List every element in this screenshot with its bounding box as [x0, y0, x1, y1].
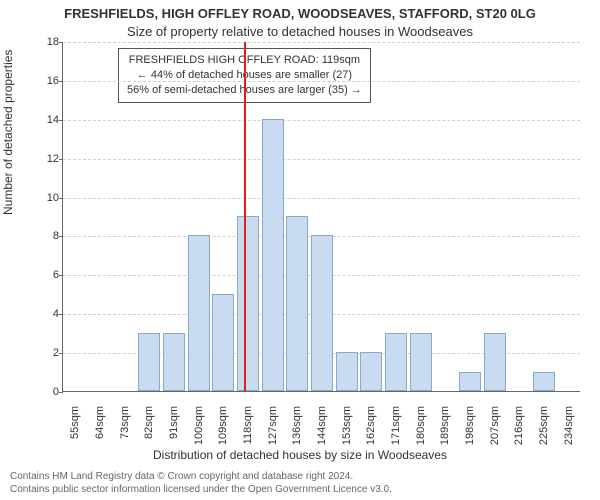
footer-line-1: Contains HM Land Registry data © Crown c…: [10, 471, 392, 484]
x-tick: 153sqm: [341, 406, 353, 445]
x-tick: 91sqm: [168, 406, 180, 439]
histogram-bar: [311, 235, 333, 391]
x-tick: 64sqm: [94, 406, 106, 439]
y-tick: 8: [31, 230, 59, 242]
gridline: [63, 198, 580, 199]
y-tick: 2: [31, 347, 59, 359]
x-tick: 171sqm: [390, 406, 402, 445]
histogram-bar: [484, 333, 506, 391]
footer-attribution: Contains HM Land Registry data © Crown c…: [10, 471, 392, 496]
gridline: [63, 81, 580, 82]
histogram-bar: [286, 216, 308, 391]
x-tick: 100sqm: [193, 406, 205, 445]
gridline: [63, 159, 580, 160]
x-tick: 127sqm: [267, 406, 279, 445]
footer-line-2: Contains public sector information licen…: [10, 484, 392, 497]
x-tick: 234sqm: [563, 406, 575, 445]
histogram-bar: [138, 333, 160, 391]
y-axis-label: Number of detached properties: [1, 50, 15, 215]
histogram-bar: [188, 235, 210, 391]
x-tick: 136sqm: [291, 406, 303, 445]
x-tick: 162sqm: [365, 406, 377, 445]
histogram-bar: [459, 372, 481, 391]
x-tick: 73sqm: [119, 406, 131, 439]
y-tick: 6: [31, 269, 59, 281]
histogram-bar: [212, 294, 234, 391]
y-tick: 18: [31, 36, 59, 48]
chart-subtitle: Size of property relative to detached ho…: [0, 24, 600, 39]
figure: FRESHFIELDS, HIGH OFFLEY ROAD, WOODSEAVE…: [0, 0, 600, 500]
x-tick: 82sqm: [143, 406, 155, 439]
x-tick: 189sqm: [439, 406, 451, 445]
gridline: [63, 120, 580, 121]
x-tick: 225sqm: [538, 406, 550, 445]
histogram-bar: [336, 352, 358, 391]
x-tick: 109sqm: [217, 406, 229, 445]
histogram-bar: [163, 333, 185, 391]
histogram-bar: [262, 119, 284, 391]
x-axis-label: Distribution of detached houses by size …: [0, 448, 600, 462]
chart-title: FRESHFIELDS, HIGH OFFLEY ROAD, WOODSEAVE…: [0, 6, 600, 21]
histogram-bar: [533, 372, 555, 391]
gridline: [63, 42, 580, 43]
y-tick: 4: [31, 308, 59, 320]
y-tick: 10: [31, 192, 59, 204]
y-tick: 16: [31, 75, 59, 87]
x-tick: 216sqm: [513, 406, 525, 445]
plot-area: FRESHFIELDS HIGH OFFLEY ROAD: 119sqm← 44…: [62, 42, 580, 392]
x-tick: 144sqm: [316, 406, 328, 445]
x-tick: 118sqm: [242, 406, 254, 444]
x-tick: 207sqm: [489, 406, 501, 445]
y-tick: 14: [31, 114, 59, 126]
histogram-bar: [360, 352, 382, 391]
y-tick: 0: [31, 386, 59, 398]
x-tick: 55sqm: [69, 406, 81, 439]
x-tick: 198sqm: [464, 406, 476, 445]
histogram-bar: [410, 333, 432, 391]
reference-line: [244, 42, 246, 391]
histogram-bar: [385, 333, 407, 391]
histogram-bar: [237, 216, 259, 391]
x-tick: 180sqm: [415, 406, 427, 445]
y-tick: 12: [31, 153, 59, 165]
